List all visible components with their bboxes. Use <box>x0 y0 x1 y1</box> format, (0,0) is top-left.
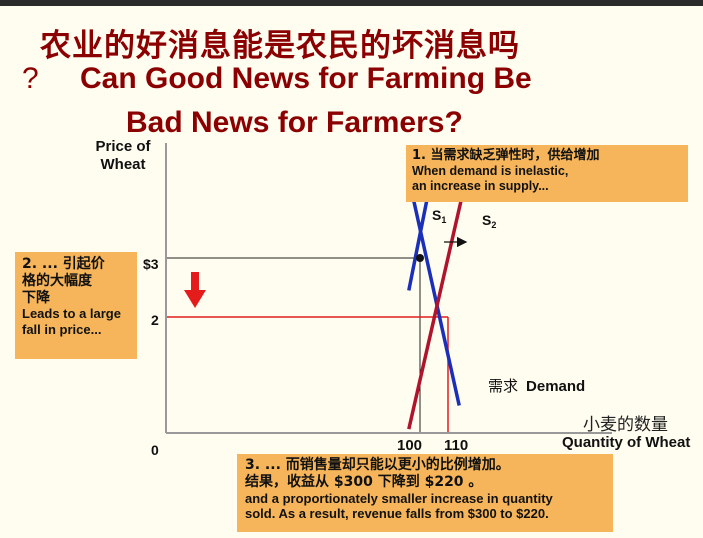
title-chinese: 农业的好消息能是农民的坏消息吗 <box>40 28 520 64</box>
note3-en-line2: sold. As a result, revenue falls from $3… <box>245 506 549 522</box>
y-axis-label-line2: Wheat <box>100 156 146 173</box>
s1-label: S1 <box>432 207 446 225</box>
note3-cn-line2: 结果，收益从 $300 下降到 $220 。 <box>245 473 483 490</box>
x-tick-100: 100 <box>397 437 423 454</box>
x-axis-label-en: Quantity of Wheat <box>562 434 691 451</box>
demand-label: 需求 Demand <box>488 375 585 396</box>
origin-label: 0 <box>151 442 159 458</box>
note-box-1: 1. 当需求缺乏弹性时，供给增加 When demand is inelasti… <box>406 145 688 202</box>
y-axis-label-line1: Price of <box>95 138 151 155</box>
note1-en-line2: an increase in supply... <box>412 178 549 193</box>
title-english-text: Can Good News for Farming Be <box>80 62 532 95</box>
s2-label: S2 <box>482 212 496 230</box>
note3-en-line1: and a proportionately smaller increase i… <box>245 490 553 506</box>
demand-label-cn: 需求 <box>488 377 519 395</box>
note2-cn-line2: 格的大幅度 <box>22 272 92 289</box>
title-english-line1: ? Can Good News for Farming Be <box>22 62 692 96</box>
note2-en-line1: Leads to a large <box>22 306 121 322</box>
note2-cn-line1: 2. ... 引起价 <box>22 256 105 272</box>
y-tick-2: 2 <box>151 312 159 328</box>
note1-cn: 1. 当需求缺乏弹性时，供给增加 <box>412 148 600 163</box>
note2-cn-line3: 下降 <box>22 289 50 306</box>
equilibrium-point-original <box>416 254 424 262</box>
demand-label-en: Demand <box>526 378 586 395</box>
price-fall-arrow-icon <box>184 272 206 308</box>
title-question-mark: ? <box>22 62 39 95</box>
y-tick-3: $3 <box>143 256 159 272</box>
note-box-2: 2. ... 引起价 格的大幅度 下降 Leads to a large fal… <box>15 252 137 359</box>
title-english-line2: Bad News for Farmers? <box>126 106 463 139</box>
note1-en-line1: When demand is inelastic, <box>412 163 569 178</box>
top-border <box>0 0 703 6</box>
note-box-3: 3. ... 而销售量却只能以更小的比例增加。 结果，收益从 $300 下降到 … <box>237 454 613 532</box>
demand-curve <box>407 177 461 406</box>
note3-cn-line1: 3. ... 而销售量却只能以更小的比例增加。 <box>245 457 510 473</box>
note2-en-line2: fall in price... <box>22 321 102 337</box>
supply-curve-s2 <box>407 183 467 430</box>
x-axis-label-cn: 小麦的数量 <box>583 415 668 435</box>
x-tick-110: 110 <box>444 437 469 454</box>
y-axis-label: Price of Wheat <box>92 138 154 174</box>
